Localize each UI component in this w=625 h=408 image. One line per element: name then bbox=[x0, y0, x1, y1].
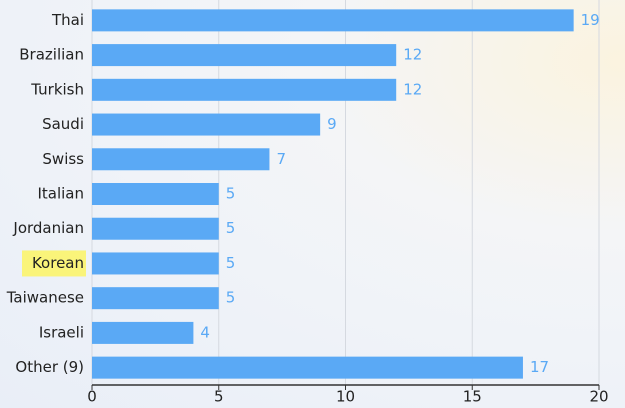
value-label: 9 bbox=[327, 115, 337, 133]
x-tick-label: 10 bbox=[336, 388, 355, 406]
value-label: 7 bbox=[276, 150, 286, 168]
bar bbox=[92, 9, 574, 32]
bar bbox=[92, 217, 219, 240]
bar bbox=[92, 113, 321, 136]
value-label: 12 bbox=[403, 80, 422, 98]
y-tick-label: Swiss bbox=[42, 150, 84, 168]
value-label: 5 bbox=[226, 289, 236, 307]
y-tick-label: Korean bbox=[32, 254, 84, 272]
y-tick-label: Other (9) bbox=[15, 358, 84, 376]
value-label: 17 bbox=[530, 358, 549, 376]
x-tick-label: 20 bbox=[589, 388, 608, 406]
bar bbox=[92, 183, 219, 205]
y-tick-label: Saudi bbox=[42, 115, 84, 133]
x-tick-label: 15 bbox=[463, 388, 482, 406]
bar bbox=[92, 252, 219, 275]
bar bbox=[92, 287, 219, 310]
value-label: 12 bbox=[403, 46, 422, 64]
y-tick-label: Taiwanese bbox=[6, 289, 84, 307]
y-tick-label: Thai bbox=[51, 11, 84, 29]
value-label: 5 bbox=[226, 185, 236, 203]
y-tick-label: Israeli bbox=[39, 323, 84, 341]
bar bbox=[92, 78, 397, 101]
bar bbox=[92, 321, 194, 344]
value-label: 5 bbox=[226, 254, 236, 272]
y-tick-label: Turkish bbox=[30, 80, 84, 98]
bar bbox=[92, 44, 397, 67]
bar bbox=[92, 148, 270, 171]
value-label: 4 bbox=[200, 323, 210, 341]
x-tick-label: 0 bbox=[87, 388, 97, 406]
y-tick-label: Jordanian bbox=[12, 219, 84, 237]
bar bbox=[92, 356, 523, 379]
value-label: 19 bbox=[581, 11, 600, 29]
highlight bbox=[22, 250, 86, 277]
y-tick-label: Brazilian bbox=[19, 46, 84, 64]
x-tick-label: 5 bbox=[214, 388, 224, 406]
value-label: 5 bbox=[226, 219, 236, 237]
y-tick-label: Italian bbox=[37, 185, 84, 203]
